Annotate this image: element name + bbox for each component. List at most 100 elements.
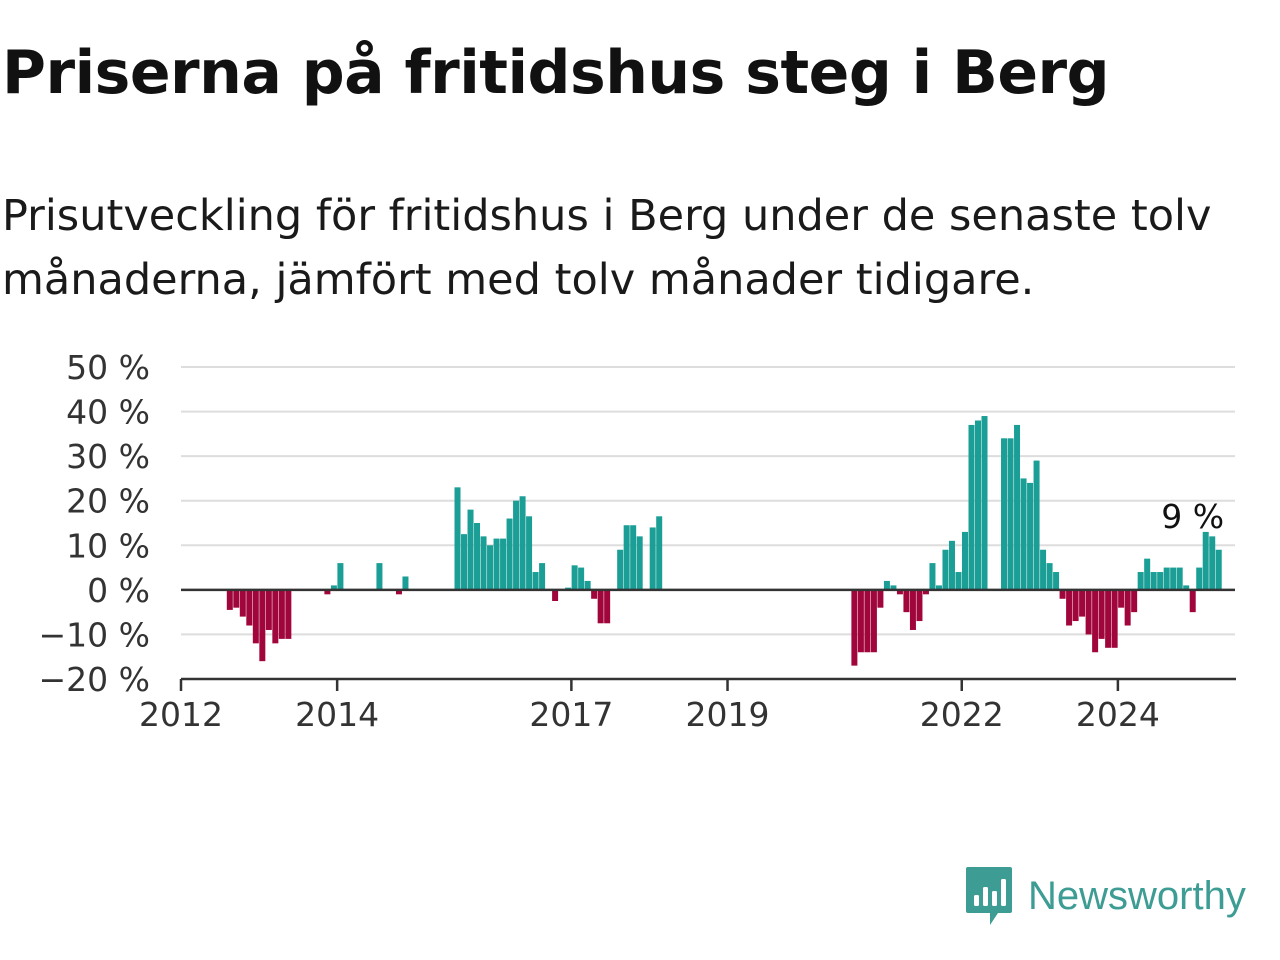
bar [604, 589, 611, 624]
bar [461, 534, 468, 590]
bar [1072, 589, 1079, 622]
bar-chart: −20 % −10 % 0 % 10 % 20 % 30 % 40 % 50 % 2012 201… [39, 348, 1236, 734]
bar [922, 589, 929, 595]
bar [233, 589, 240, 608]
x-tick-label: 2012 [139, 695, 223, 734]
bar [1163, 567, 1170, 590]
bar [395, 589, 402, 595]
bar [252, 589, 259, 644]
bar [896, 589, 903, 595]
bar [1066, 589, 1073, 626]
x-tick-label: 2014 [295, 695, 379, 734]
bar [968, 424, 975, 590]
bar [337, 563, 344, 590]
bar [539, 563, 546, 590]
bar [857, 589, 864, 653]
bar [1157, 572, 1164, 590]
bar [402, 576, 409, 590]
y-tick-label: 40 % [66, 393, 150, 432]
bar [636, 536, 643, 590]
chart-subtitle: Prisutveckling för fritidshus i Berg und… [2, 191, 1212, 305]
bar [864, 589, 871, 653]
bar [278, 589, 285, 639]
bar [649, 527, 656, 590]
bar [324, 589, 331, 595]
bar [1105, 589, 1112, 648]
bar [1085, 589, 1092, 635]
bar [851, 589, 858, 666]
bar [226, 589, 233, 610]
bar [239, 589, 246, 617]
bar [597, 589, 604, 624]
bar [1053, 572, 1060, 590]
bar [656, 516, 663, 590]
y-tick-label: 50 % [66, 348, 150, 387]
bar [493, 538, 500, 590]
bar [870, 589, 877, 653]
bar [376, 563, 383, 590]
bar [929, 563, 936, 590]
bar [1196, 567, 1203, 590]
bar [877, 589, 884, 608]
bar [909, 589, 916, 630]
bar [1118, 589, 1125, 608]
bar [246, 589, 253, 626]
bar [1189, 589, 1196, 613]
bar [474, 523, 481, 590]
bar [578, 567, 585, 590]
bar [591, 589, 598, 599]
bar [285, 589, 292, 639]
bar [1170, 567, 1177, 590]
chart-title: Priserna på fritidshus steg i Berg [2, 38, 1110, 108]
bar [1098, 589, 1105, 639]
bar [1176, 567, 1183, 590]
bar [259, 589, 266, 662]
brand-name: Newsworthy [1028, 873, 1246, 918]
bar [623, 525, 630, 590]
bar [265, 589, 272, 630]
bar [1215, 549, 1222, 590]
bar [1131, 589, 1138, 613]
newsworthy-logo-icon [966, 867, 1012, 925]
bar [1137, 572, 1144, 590]
bar [1059, 589, 1066, 599]
bar [330, 585, 337, 590]
bar [1046, 563, 1053, 590]
bar [480, 536, 487, 590]
x-tick-label: 2022 [920, 695, 1004, 734]
x-tick-label: 2024 [1076, 695, 1160, 734]
bar [617, 549, 624, 590]
bar [506, 518, 513, 590]
bar [272, 589, 279, 644]
bar [513, 500, 520, 590]
bar [1144, 558, 1151, 590]
bar [948, 540, 955, 590]
y-tick-label: 10 % [66, 526, 150, 565]
bar [1027, 482, 1034, 590]
bar [500, 538, 507, 590]
bar [1111, 589, 1118, 648]
bar [1014, 424, 1021, 590]
bar [1202, 531, 1209, 590]
bar [1033, 460, 1040, 590]
bar [552, 589, 559, 601]
bar [1001, 438, 1008, 590]
bar [1040, 549, 1047, 590]
bar [903, 589, 910, 613]
bar [883, 580, 890, 590]
newsworthy-brand: Newsworthy [964, 864, 1246, 928]
bar [467, 509, 474, 590]
bar [942, 549, 949, 590]
bar [487, 545, 494, 590]
y-tick-label: 20 % [66, 482, 150, 521]
bar [1150, 572, 1157, 590]
bar [975, 420, 982, 590]
annotation-label: 9 % [1161, 497, 1224, 536]
bar [961, 531, 968, 590]
bar [519, 496, 526, 590]
bar [890, 585, 897, 590]
bar [571, 565, 578, 590]
bar [526, 516, 533, 590]
bar [1079, 589, 1086, 617]
y-tick-label: −20 % [39, 660, 151, 699]
